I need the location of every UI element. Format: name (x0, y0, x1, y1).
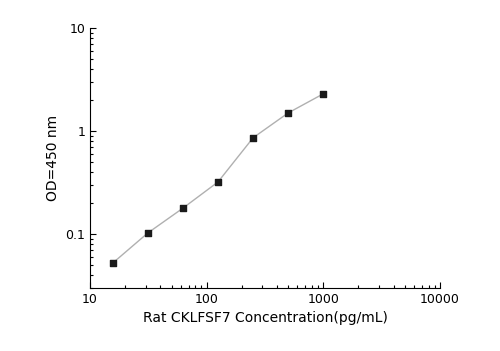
Point (320, 91, 328, 97)
Point (144, 230, 152, 236)
Point (249, 135, 257, 141)
Point (108, 260, 116, 266)
Point (214, 179, 222, 185)
Point (179, 205, 187, 211)
Y-axis label: OD=450 nm: OD=450 nm (46, 115, 60, 201)
Point (284, 110, 292, 116)
X-axis label: Rat CKLFSF7 Concentration(pg/mL): Rat CKLFSF7 Concentration(pg/mL) (142, 311, 388, 325)
